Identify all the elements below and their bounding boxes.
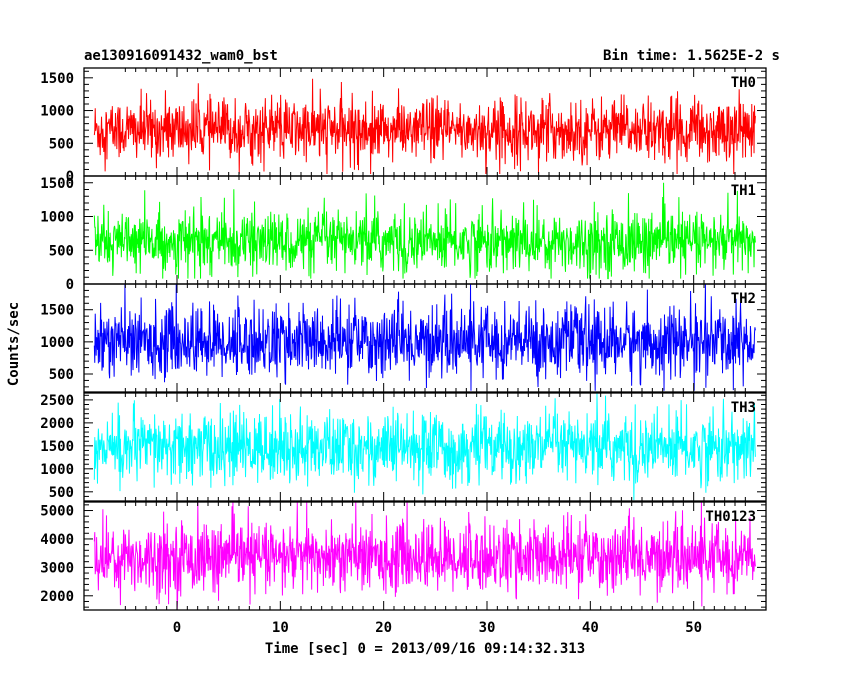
series-line-th2 — [93, 284, 756, 391]
y-tick-label: 1500 — [40, 439, 74, 455]
series-line-th0123 — [93, 502, 756, 610]
panel-th0123: 2000 3000 4000 5000 TH0123 — [40, 501, 767, 611]
panel-label: TH1 — [731, 183, 756, 199]
panel-label: TH0123 — [705, 509, 756, 525]
y-tick-label: 1000 — [40, 210, 74, 226]
bin-time-label: Bin time: 1.5625E-2 s — [603, 48, 780, 64]
series-line-th1 — [93, 182, 756, 280]
x-tick-label: 20 — [375, 620, 392, 636]
panel-th1: 0 500 1000 1500 TH1 — [40, 175, 767, 293]
y-tick-label: 2000 — [40, 589, 74, 605]
x-axis-label: Time [sec] 0 = 2013/09/16 09:14:32.313 — [265, 641, 585, 657]
y-tick-label: 1000 — [40, 335, 74, 351]
panel-stack: 0 500 1000 1500 TH0 0 500 1000 1500 TH1 500 1000 150… — [40, 67, 767, 611]
y-axis-label: Counts/sec — [6, 302, 22, 386]
y-tick-label: 2000 — [40, 416, 74, 432]
x-tick-label: 10 — [272, 620, 289, 636]
y-tick-label: 1500 — [40, 303, 74, 319]
panel-label: TH0 — [731, 75, 756, 91]
y-tick-label: 1500 — [40, 71, 74, 87]
y-tick-label: 500 — [49, 243, 74, 259]
x-tick-label: 0 — [173, 620, 181, 636]
y-tick-label: 500 — [49, 367, 74, 383]
y-tick-label: 500 — [49, 485, 74, 501]
y-tick-label: 500 — [49, 136, 74, 152]
panel-label: TH2 — [731, 291, 756, 307]
y-tick-label: 0 — [66, 169, 74, 185]
panel-label: TH3 — [731, 400, 756, 416]
panel-th0: 0 500 1000 1500 TH0 — [40, 67, 767, 185]
x-tick-label: 50 — [685, 620, 702, 636]
y-tick-label: 4000 — [40, 532, 74, 548]
y-tick-label: 1500 — [40, 176, 74, 192]
y-tick-label: 1000 — [40, 104, 74, 120]
y-tick-label: 5000 — [40, 504, 74, 520]
y-tick-label: 0 — [66, 277, 74, 293]
series-line-th0 — [93, 78, 756, 175]
y-tick-label: 3000 — [40, 560, 74, 576]
series-line-th3 — [93, 393, 756, 501]
y-tick-label: 2500 — [40, 393, 74, 409]
x-tick-label: 40 — [582, 620, 599, 636]
x-tick-label: 30 — [479, 620, 496, 636]
panel-th3: 500 1000 1500 2000 2500 TH3 — [40, 392, 767, 502]
chart-title: ae130916091432_wam0_bst — [84, 48, 278, 64]
panel-th2: 500 1000 1500 TH2 — [40, 283, 767, 393]
x-axis: 0 10 20 30 40 50 — [173, 620, 702, 636]
y-tick-label: 1000 — [40, 462, 74, 478]
